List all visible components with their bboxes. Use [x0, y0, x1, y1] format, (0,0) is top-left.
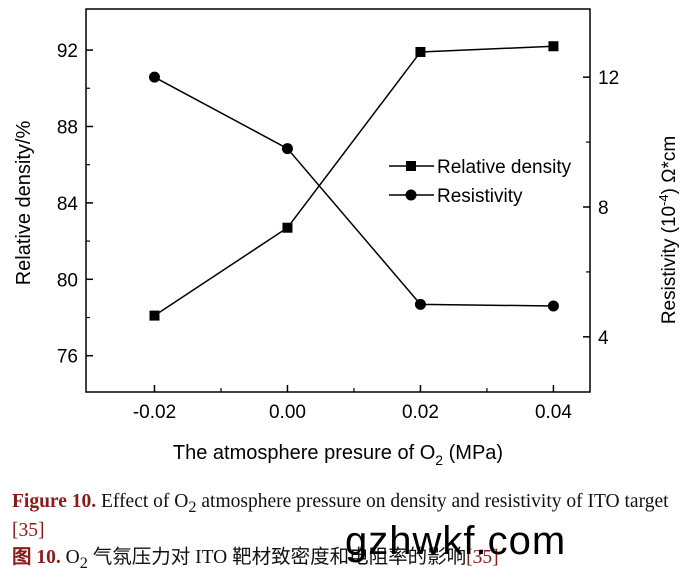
plot-frame — [85, 8, 591, 393]
legend-label: Resistivity — [437, 186, 523, 207]
y-left-tick-label: 76 — [57, 347, 78, 368]
data-point-circle — [547, 300, 559, 312]
data-point-square — [415, 46, 426, 57]
series-line-1 — [154, 76, 554, 307]
series-line-0 — [154, 45, 554, 317]
legend-marker-circle — [405, 189, 417, 201]
legend-label: Relative density — [437, 157, 572, 178]
y-left-axis-label: Relative density/% — [13, 121, 35, 286]
data-point-circle — [414, 298, 426, 310]
x-axis-label: The atmosphere presure of O2 (MPa) — [173, 442, 503, 468]
caption-english: Figure 10. Effect of O2 atmosphere press… — [12, 490, 682, 543]
y-left-tick-label: 84 — [57, 194, 79, 215]
data-point-square — [149, 310, 160, 321]
y-right-tick-label: 4 — [598, 328, 609, 349]
caption-zh-subscript: 2 — [79, 553, 88, 572]
x-tick-label: 0.04 — [535, 402, 572, 423]
y-right-axis-label: Resistivity (10-4) Ω*cm — [656, 136, 680, 324]
legend-marker-square — [406, 161, 416, 171]
y-left-tick-label: 80 — [57, 270, 78, 291]
caption-text-b: atmosphere pressure on density and resis… — [196, 491, 669, 512]
y-left-axis-ticks: 76 80 84 88 92 — [57, 41, 93, 368]
y-left-tick-label: 88 — [57, 117, 78, 138]
x-axis-ticks: -0.02 0.00 0.02 0.04 — [133, 385, 572, 423]
data-point-square — [282, 222, 293, 233]
caption-text-a: Effect of O — [96, 491, 189, 512]
figure-label-zh: 图 10. — [12, 547, 61, 568]
x-tick-label: 0.00 — [269, 402, 306, 423]
data-point-circle — [148, 71, 160, 83]
x-tick-label: -0.02 — [133, 402, 176, 423]
caption-zh-text-a: O — [60, 547, 80, 568]
caption-zh-text-b: 气氛压力对 ITO 靶材致密度和电阻率的影响 — [87, 547, 467, 568]
caption-reference-link[interactable]: [35] — [12, 519, 45, 541]
y-left-tick-label: 92 — [57, 41, 78, 62]
series-layer — [148, 41, 559, 321]
y-right-axis-ticks: 4 8 12 — [583, 68, 619, 349]
legend: Relative density Resistivity — [389, 157, 572, 207]
caption-zh-reference-link[interactable]: [35] — [466, 547, 499, 568]
watermark-text: gzhwkf.com — [345, 519, 567, 563]
figure-label: Figure 10. — [12, 491, 97, 512]
x-tick-label: 0.02 — [402, 402, 439, 423]
caption-subscript: 2 — [188, 497, 197, 516]
data-point-circle — [281, 143, 293, 155]
y-right-tick-label: 12 — [598, 68, 619, 89]
caption-chinese: 图 10. O2 气氛压力对 ITO 靶材致密度和电阻率的影响[35] — [12, 546, 682, 575]
data-point-square — [548, 41, 559, 52]
y-right-tick-label: 8 — [598, 198, 609, 219]
chart: -0.02 0.00 0.02 0.04 76 80 84 88 92 4 8 12 Relati… — [13, 8, 680, 468]
